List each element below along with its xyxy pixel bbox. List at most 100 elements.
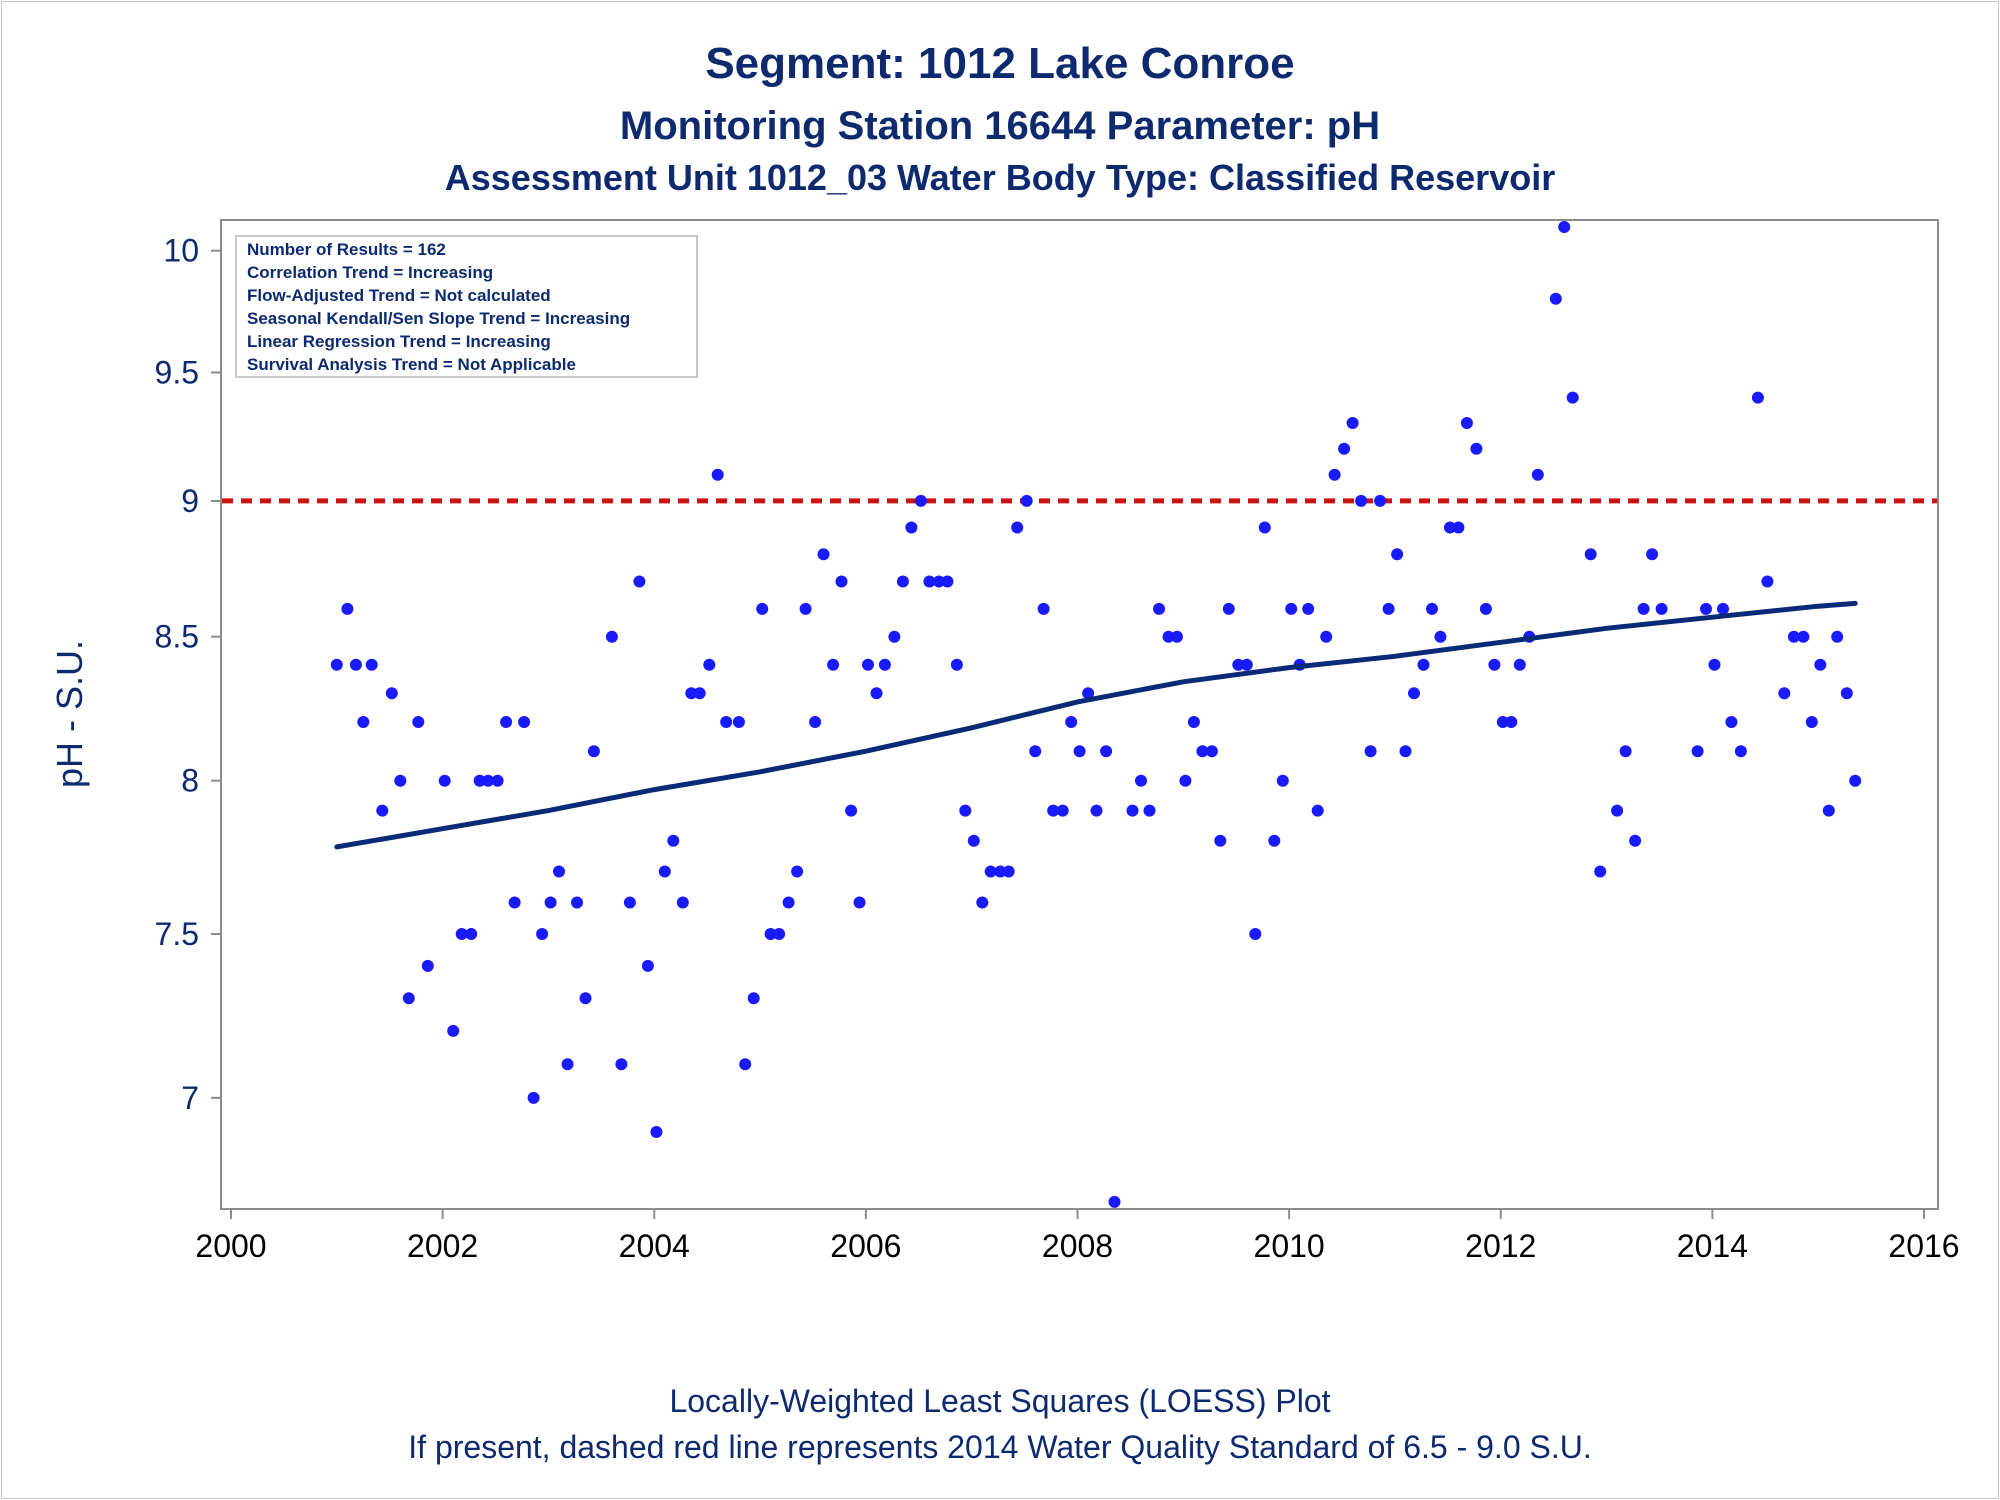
data-point (1222, 602, 1235, 615)
data-point (1090, 804, 1103, 817)
trend-layer (334, 600, 1858, 850)
data-point (1002, 865, 1015, 878)
data-point (1056, 804, 1069, 817)
data-point (623, 896, 636, 909)
footnote-1: Locally-Weighted Least Squares (LOESS) P… (669, 1383, 1330, 1419)
x-tick-label: 2012 (1465, 1228, 1536, 1264)
data-point (1434, 630, 1447, 643)
data-point (1355, 494, 1368, 507)
data-point (615, 1058, 628, 1071)
data-point (1391, 548, 1404, 561)
data-point (773, 928, 786, 940)
data-point (1797, 630, 1810, 643)
loess-trend-line (334, 600, 1858, 850)
data-point (1417, 658, 1430, 671)
data-point (1717, 602, 1729, 615)
data-point (1240, 658, 1253, 671)
data-point (1822, 804, 1835, 817)
data-point (1268, 834, 1281, 847)
data-point (732, 716, 745, 728)
data-point (1452, 521, 1465, 534)
data-point (1619, 745, 1632, 758)
data-point (941, 575, 954, 588)
data-point (1751, 391, 1764, 404)
data-point (676, 896, 689, 909)
footnote-2: If present, dashed red line represents 2… (408, 1429, 1591, 1465)
data-point (756, 602, 769, 615)
data-point (1143, 804, 1156, 817)
data-point (932, 575, 945, 588)
data-point (1646, 548, 1659, 561)
data-point (1249, 928, 1262, 940)
data-point (536, 928, 549, 940)
data-point (1691, 745, 1704, 758)
data-point (1566, 391, 1579, 404)
data-point (365, 658, 378, 671)
data-point (641, 959, 654, 972)
data-point (1408, 687, 1420, 700)
data-point (809, 716, 822, 728)
data-point (421, 959, 434, 972)
data-point (1162, 630, 1175, 643)
data-point (1328, 468, 1341, 481)
data-point (544, 896, 557, 909)
data-point (1302, 602, 1315, 615)
data-point (1232, 658, 1245, 671)
data-point (1558, 221, 1571, 233)
data-point (1700, 602, 1712, 615)
data-point (1594, 865, 1607, 878)
data-point (1549, 292, 1562, 305)
stats-legend-box (235, 235, 698, 378)
data-point (888, 630, 901, 643)
data-point (1531, 468, 1544, 481)
data-point (896, 575, 909, 588)
data-point (1611, 804, 1624, 817)
x-tick-label: 2008 (1042, 1228, 1113, 1264)
data-point (438, 774, 451, 787)
data-point (658, 865, 671, 878)
y-tick-label: 9 (181, 483, 199, 519)
data-point (1382, 602, 1395, 615)
data-point (1364, 745, 1377, 758)
y-axis-label: pH - S.U. (49, 640, 90, 788)
data-point (1196, 745, 1209, 758)
data-point (1082, 687, 1095, 700)
stats-legend: Number of Results = 162 Correlation Tren… (235, 235, 698, 378)
data-point (518, 716, 531, 728)
data-point (455, 928, 468, 940)
data-point (791, 865, 804, 878)
data-point (330, 658, 343, 671)
data-point (394, 774, 407, 787)
stats-line: Survival Analysis Trend = Not Applicable (247, 355, 576, 374)
data-point (703, 658, 716, 671)
data-point (905, 521, 918, 534)
data-point (994, 865, 1007, 878)
data-point (1100, 745, 1113, 758)
data-point (1787, 630, 1800, 643)
data-point (1629, 834, 1642, 847)
data-point (1108, 1195, 1121, 1208)
data-point (1346, 417, 1359, 429)
data-point (1311, 804, 1324, 817)
data-point (1513, 658, 1526, 671)
chart-subtitle: Monitoring Station 16644 Parameter: pH (620, 104, 1380, 148)
data-point (1470, 442, 1483, 455)
data-point (1496, 716, 1509, 728)
data-point (1171, 630, 1183, 643)
stats-line: Correlation Trend = Increasing (247, 263, 493, 282)
data-point (1831, 630, 1844, 643)
stats-line: Seasonal Kendall/Sen Slope Trend = Incre… (247, 309, 630, 328)
data-point (967, 834, 980, 847)
data-point (465, 928, 478, 940)
x-tick-label: 2014 (1677, 1228, 1748, 1264)
data-point (739, 1058, 752, 1071)
data-point (1444, 521, 1456, 534)
data-point (685, 687, 698, 700)
y-tick-label: 7.5 (155, 916, 199, 952)
data-point (693, 687, 706, 700)
plot-area (220, 219, 1939, 1210)
data-point (1047, 804, 1060, 817)
data-point (1029, 745, 1042, 758)
data-point (571, 896, 583, 909)
